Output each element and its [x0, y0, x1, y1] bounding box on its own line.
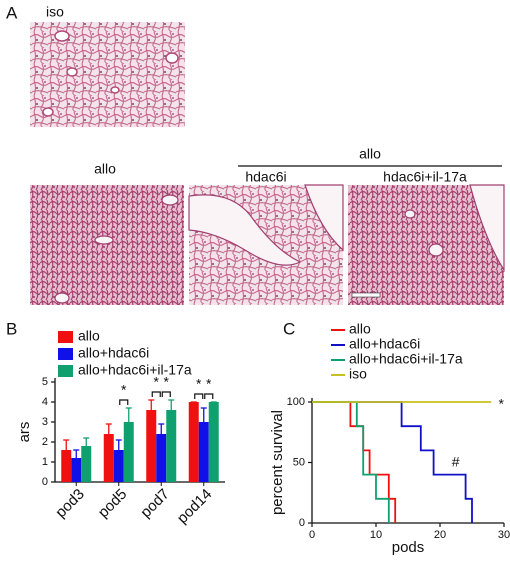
bar — [156, 434, 167, 482]
bar — [188, 402, 199, 482]
y-tick-label: 0 — [42, 476, 48, 488]
bar — [71, 458, 82, 482]
x-tick-label: pod14 — [174, 486, 216, 528]
panel-label: A — [6, 3, 18, 22]
significance-bracket — [161, 391, 171, 397]
legend-label: iso — [349, 366, 367, 382]
bar — [123, 422, 134, 482]
bar — [61, 450, 72, 482]
panel-a: A iso allo allo hdac6i hdac6i+il-17a — [6, 3, 505, 305]
image-label: hdac6i+il-17a — [383, 169, 467, 185]
image-label: allo — [94, 161, 116, 177]
y-tick-label: 100 — [287, 396, 305, 408]
significance-label: * — [164, 374, 170, 390]
x-axis-title: pods — [392, 539, 425, 556]
legend-swatch — [58, 331, 73, 343]
x-tick-label: pod5 — [95, 486, 131, 522]
significance-bracket — [151, 391, 161, 397]
vessels — [54, 184, 505, 304]
y-axis-title: percent survival — [269, 410, 286, 515]
y-tick-label: 2 — [42, 436, 48, 448]
x-tick-label: 20 — [434, 529, 446, 541]
x-tick-label: 10 — [370, 529, 382, 541]
significance-label: * — [121, 382, 127, 398]
y-tick-label: 0 — [299, 517, 305, 529]
x-tick-label: pod7 — [137, 486, 173, 522]
legend-label: allo+hdac6i+il-17a — [349, 351, 463, 367]
legend-label: allo+hdac6i — [78, 345, 149, 361]
bar — [81, 446, 92, 482]
panel-label: B — [6, 319, 17, 338]
scale-bar — [351, 292, 381, 298]
annotation: * — [498, 396, 504, 412]
legend-swatch — [58, 348, 73, 360]
legend-label: allo — [349, 321, 371, 337]
group-label: allo — [359, 146, 381, 162]
survival-line — [312, 401, 473, 523]
legend-swatch — [58, 365, 73, 377]
bar — [103, 434, 114, 482]
significance-bracket — [194, 393, 204, 399]
y-tick-label: 50 — [293, 456, 305, 468]
x-tick-label: 0 — [309, 529, 315, 541]
bar — [146, 410, 157, 482]
y-tick-label: 1 — [42, 456, 48, 468]
bar — [198, 422, 209, 482]
x-tick-label: 30 — [498, 529, 510, 541]
bar — [113, 450, 124, 482]
significance-bracket — [119, 399, 129, 405]
survival-line — [312, 401, 390, 523]
panel-label: C — [283, 319, 295, 338]
y-tick-label: 3 — [42, 416, 48, 428]
significance-label: * — [206, 376, 212, 392]
legend-label: allo+hdac6i+il-17a — [78, 362, 192, 378]
micrograph — [30, 185, 184, 305]
x-tick-label: pod3 — [52, 486, 88, 522]
y-axis-title: ars — [16, 422, 33, 443]
significance-label: * — [154, 374, 160, 390]
image-label: hdac6i — [245, 169, 286, 185]
legend-label: allo — [78, 328, 100, 344]
survival-line — [312, 401, 397, 523]
y-tick-label: 4 — [42, 396, 48, 408]
annotation: # — [452, 453, 460, 469]
bar — [166, 410, 177, 482]
legend-label: allo+hdac6i — [349, 336, 420, 352]
significance-label: * — [196, 376, 202, 392]
vessels — [42, 30, 179, 117]
significance-bracket — [204, 393, 214, 399]
image-label: iso — [46, 4, 64, 20]
bar — [208, 402, 219, 482]
y-tick-label: 5 — [42, 376, 48, 388]
